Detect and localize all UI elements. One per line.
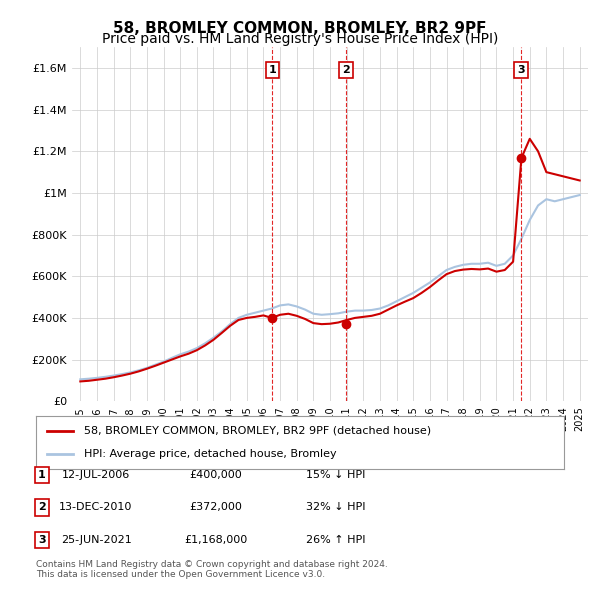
Text: 1: 1 [269,65,276,75]
Text: £400,000: £400,000 [190,470,242,480]
Text: 3: 3 [38,535,46,545]
Text: 2: 2 [342,65,350,75]
Text: Price paid vs. HM Land Registry's House Price Index (HPI): Price paid vs. HM Land Registry's House … [102,32,498,47]
Text: 25-JUN-2021: 25-JUN-2021 [61,535,131,545]
Text: HPI: Average price, detached house, Bromley: HPI: Average price, detached house, Brom… [83,449,336,459]
Text: 58, BROMLEY COMMON, BROMLEY, BR2 9PF (detached house): 58, BROMLEY COMMON, BROMLEY, BR2 9PF (de… [83,426,431,436]
Text: 13-DEC-2010: 13-DEC-2010 [59,503,133,512]
Text: 15% ↓ HPI: 15% ↓ HPI [307,470,365,480]
Text: 2: 2 [38,503,46,512]
Text: 3: 3 [517,65,525,75]
Text: 32% ↓ HPI: 32% ↓ HPI [306,503,366,512]
Text: 1: 1 [38,470,46,480]
Text: Contains HM Land Registry data © Crown copyright and database right 2024.
This d: Contains HM Land Registry data © Crown c… [36,560,388,579]
Text: £372,000: £372,000 [190,503,242,512]
Text: 12-JUL-2006: 12-JUL-2006 [62,470,130,480]
Text: 58, BROMLEY COMMON, BROMLEY, BR2 9PF: 58, BROMLEY COMMON, BROMLEY, BR2 9PF [113,21,487,35]
Text: 26% ↑ HPI: 26% ↑ HPI [306,535,366,545]
Text: £1,168,000: £1,168,000 [184,535,248,545]
